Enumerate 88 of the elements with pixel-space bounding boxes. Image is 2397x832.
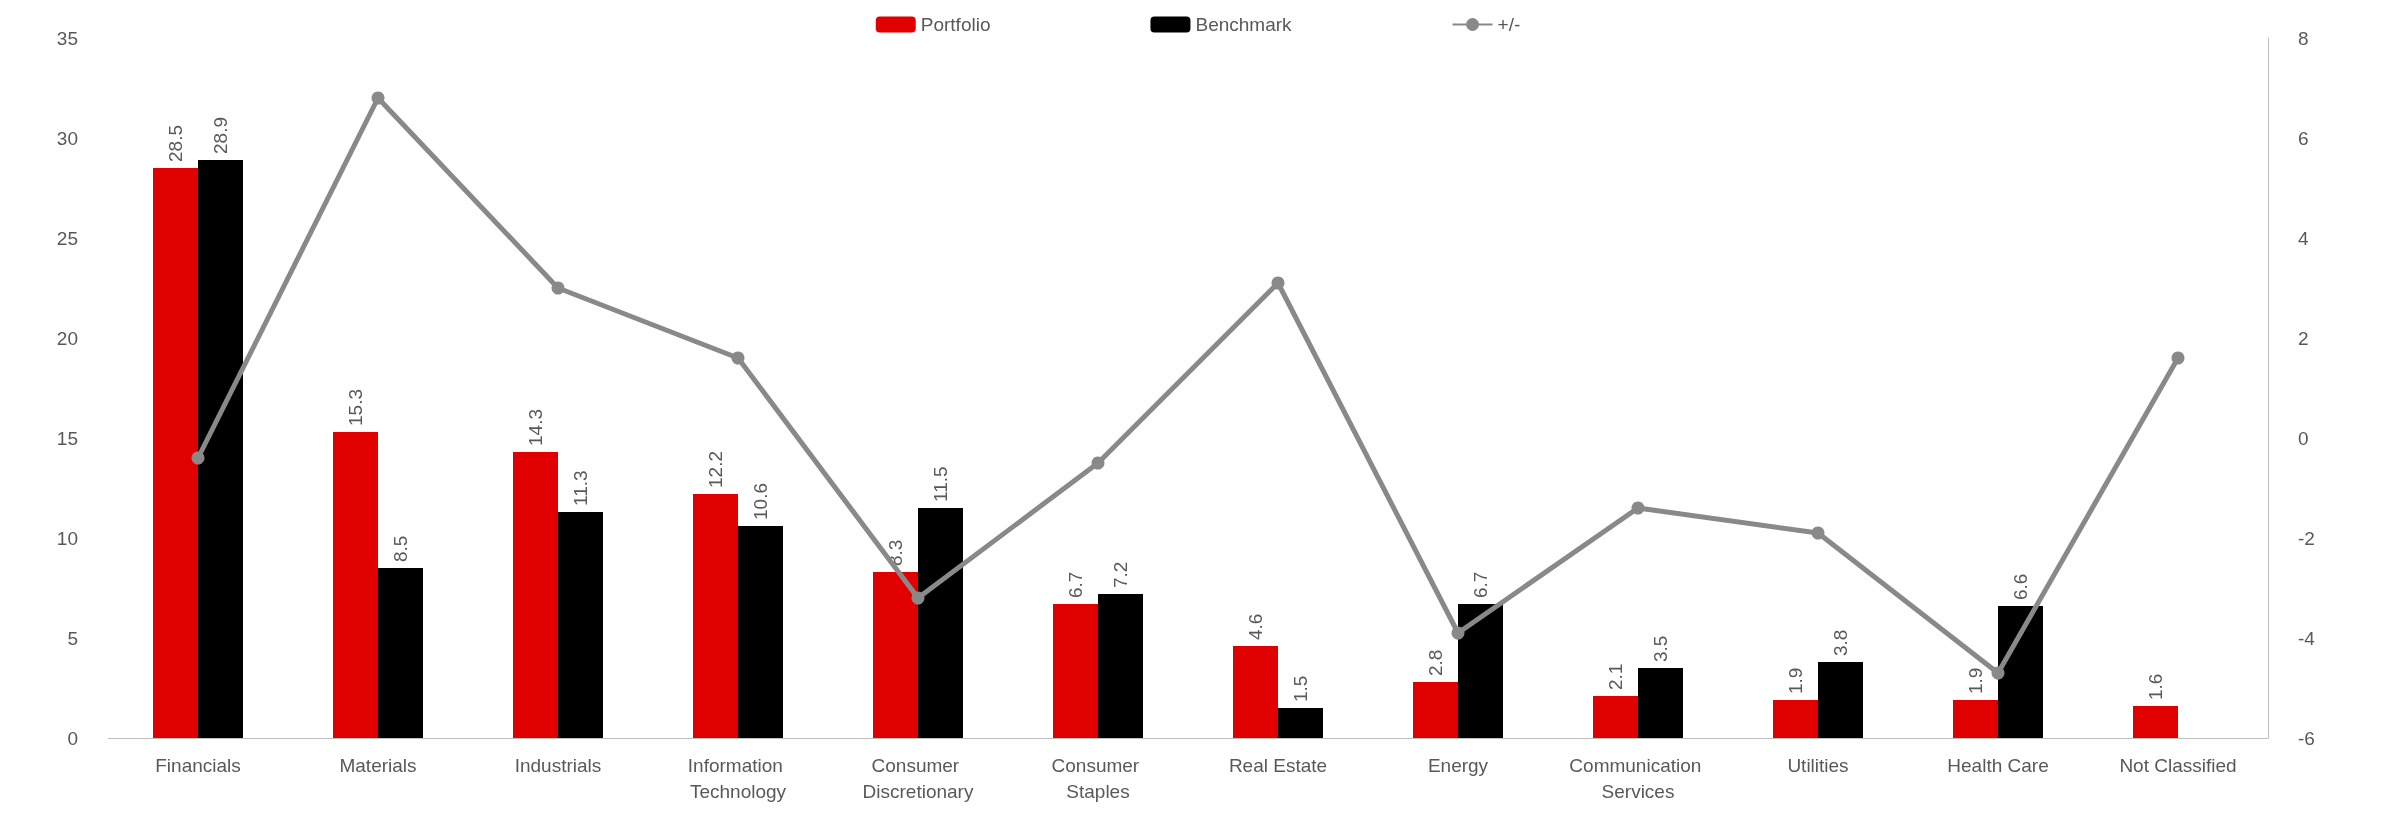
y-tick-label: 15 <box>56 427 78 449</box>
legend-label: +/- <box>1497 14 1521 35</box>
point <box>1991 666 2005 680</box>
legend-label: Benchmark <box>1195 14 1293 35</box>
point <box>1451 626 1465 640</box>
x-tick-label: Consumer Staples <box>1051 754 1145 802</box>
data-label: 6.7 <box>1065 571 1086 598</box>
y2-tick-label: 4 <box>2298 227 2309 249</box>
bar <box>558 512 603 738</box>
bar <box>198 160 243 738</box>
bar <box>1233 646 1278 738</box>
data-label: 6.7 <box>1470 571 1491 598</box>
data-label: 6.6 <box>2010 573 2031 600</box>
bar <box>513 452 558 738</box>
y2-tick-label: -4 <box>2298 627 2316 649</box>
y2-tick-label: 6 <box>2298 127 2309 149</box>
x-tick-label: Information Technology <box>687 754 789 802</box>
data-label: 3.5 <box>1650 635 1671 662</box>
data-label: 14.3 <box>525 409 546 446</box>
point <box>911 591 925 605</box>
y-tick-label: 5 <box>67 627 78 649</box>
data-label: 11.5 <box>930 466 951 502</box>
bar <box>873 572 918 738</box>
point <box>1631 501 1645 515</box>
bar <box>1278 708 1323 738</box>
point <box>1091 456 1105 470</box>
x-tick-label: Industrials <box>514 754 602 776</box>
x-tick-label: Energy <box>1427 754 1489 776</box>
bar <box>1953 700 1998 738</box>
bar <box>1773 700 1818 738</box>
x-tick-label: Real Estate <box>1228 754 1328 776</box>
x-tick-label: Materials <box>339 754 417 776</box>
y-tick-label: 30 <box>56 127 78 149</box>
bar <box>1413 682 1458 738</box>
bar <box>1998 606 2043 738</box>
y-tick-label: 35 <box>56 27 78 49</box>
point <box>731 351 745 365</box>
data-label: 11.3 <box>570 470 591 506</box>
point <box>1811 526 1825 540</box>
data-label: 7.2 <box>1110 561 1131 588</box>
data-label: 1.9 <box>1785 667 1806 694</box>
bar <box>693 494 738 738</box>
bar <box>333 432 378 738</box>
y2-tick-label: -6 <box>2298 727 2315 749</box>
y2-tick-label: -2 <box>2298 527 2315 549</box>
data-label: 28.9 <box>210 117 231 154</box>
data-label: 28.5 <box>165 125 186 162</box>
y2-tick-label: 2 <box>2298 327 2309 349</box>
bar <box>1818 662 1863 738</box>
data-label: 10.6 <box>750 483 771 520</box>
y-tick-label: 0 <box>67 727 78 749</box>
bar <box>2133 706 2178 738</box>
x-tick-label: Consumer Discretionary <box>862 754 974 802</box>
legend-label: Portfolio <box>920 14 991 35</box>
data-label: 1.5 <box>1290 675 1311 702</box>
bar <box>1053 604 1098 738</box>
data-label: 3.8 <box>1830 629 1851 656</box>
y2-tick-label: 8 <box>2298 27 2309 49</box>
bar <box>738 526 783 738</box>
y-tick-label: 10 <box>56 527 78 549</box>
data-label: 4.6 <box>1245 613 1266 640</box>
data-label: 8.5 <box>390 535 411 562</box>
x-tick-label: Communication Services <box>1569 754 1707 802</box>
x-tick-label: Utilities <box>1787 754 1849 776</box>
x-tick-label: Health Care <box>1947 754 2049 776</box>
data-label: 15.3 <box>345 389 366 426</box>
point <box>1271 276 1285 290</box>
bar <box>1593 696 1638 738</box>
data-label: 1.9 <box>1965 667 1986 694</box>
bar <box>918 508 963 738</box>
point <box>191 451 205 465</box>
bar <box>1638 668 1683 738</box>
data-label: 2.8 <box>1425 649 1446 676</box>
point <box>2171 351 2185 365</box>
y-tick-label: 25 <box>56 227 78 249</box>
y-tick-label: 20 <box>56 327 78 349</box>
point <box>371 91 385 105</box>
data-label: 1.6 <box>2145 673 2166 700</box>
x-tick-label: Not Classified <box>2119 754 2237 776</box>
bar <box>1098 594 1143 738</box>
point <box>551 281 565 295</box>
bar <box>1458 604 1503 738</box>
data-label: 2.1 <box>1605 663 1626 690</box>
bar <box>153 168 198 738</box>
x-tick-label: Financials <box>155 754 241 776</box>
y2-tick-label: 0 <box>2298 427 2309 449</box>
bar <box>378 568 423 738</box>
data-label: 12.2 <box>705 451 726 488</box>
